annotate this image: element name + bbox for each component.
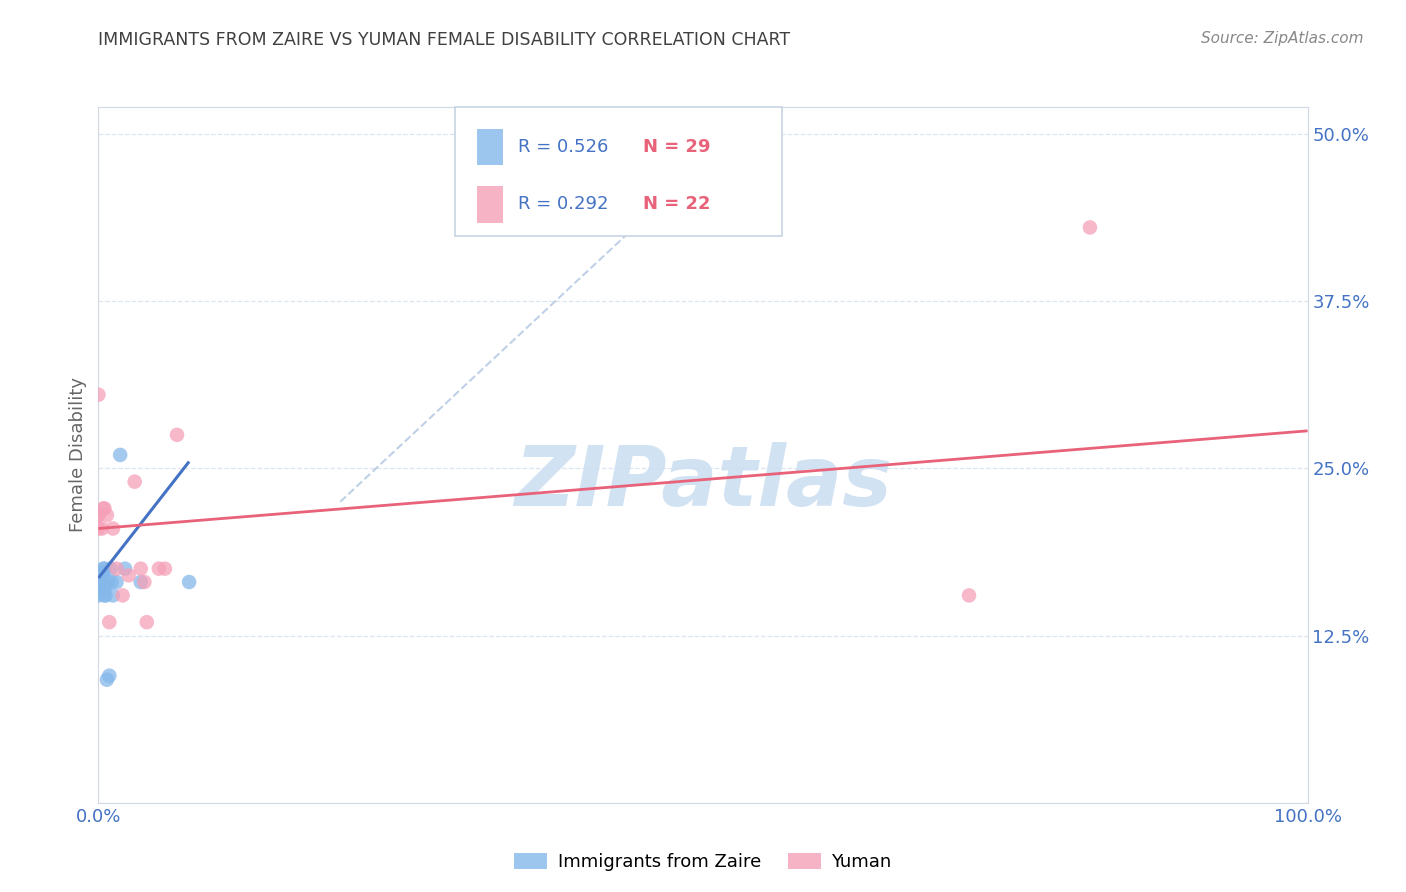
Point bbox=[108, 448, 131, 462]
Point bbox=[87, 578, 110, 592]
FancyBboxPatch shape bbox=[477, 128, 503, 165]
Point bbox=[100, 575, 122, 590]
Point bbox=[118, 568, 141, 582]
FancyBboxPatch shape bbox=[477, 186, 503, 222]
Point bbox=[94, 589, 117, 603]
Point bbox=[91, 566, 114, 580]
Text: ZIPatlas: ZIPatlas bbox=[515, 442, 891, 524]
Point bbox=[957, 589, 980, 603]
Point bbox=[97, 575, 120, 590]
Y-axis label: Female Disability: Female Disability bbox=[69, 377, 87, 533]
Point bbox=[87, 521, 110, 535]
FancyBboxPatch shape bbox=[456, 107, 782, 235]
Point bbox=[87, 568, 110, 582]
Point bbox=[93, 501, 115, 516]
Point bbox=[93, 589, 115, 603]
Point bbox=[124, 475, 146, 489]
Point bbox=[87, 582, 110, 596]
Point bbox=[100, 562, 122, 576]
Point bbox=[129, 562, 152, 576]
Text: Source: ZipAtlas.com: Source: ZipAtlas.com bbox=[1201, 31, 1364, 46]
Point bbox=[87, 579, 110, 593]
Text: IMMIGRANTS FROM ZAIRE VS YUMAN FEMALE DISABILITY CORRELATION CHART: IMMIGRANTS FROM ZAIRE VS YUMAN FEMALE DI… bbox=[98, 31, 790, 49]
Point bbox=[153, 562, 176, 576]
Point bbox=[91, 566, 114, 580]
Point bbox=[87, 388, 110, 402]
Point bbox=[101, 521, 124, 535]
Point bbox=[148, 562, 170, 576]
Point bbox=[177, 575, 201, 590]
Point bbox=[105, 575, 128, 590]
Point bbox=[87, 589, 110, 603]
Point bbox=[129, 575, 152, 590]
Point bbox=[96, 508, 118, 523]
Point bbox=[105, 562, 128, 576]
Point bbox=[98, 615, 121, 630]
Point bbox=[135, 615, 157, 630]
Point bbox=[96, 673, 118, 687]
Point bbox=[91, 501, 114, 516]
Point bbox=[87, 508, 110, 523]
Point bbox=[87, 571, 110, 585]
Point bbox=[93, 562, 115, 576]
Point bbox=[87, 575, 110, 590]
Point bbox=[87, 508, 110, 523]
Point bbox=[1078, 220, 1101, 235]
Point bbox=[101, 589, 124, 603]
Text: N = 22: N = 22 bbox=[643, 195, 710, 213]
Text: R = 0.526: R = 0.526 bbox=[517, 137, 609, 156]
Text: R = 0.292: R = 0.292 bbox=[517, 195, 609, 213]
Point bbox=[87, 568, 110, 582]
Text: N = 29: N = 29 bbox=[643, 137, 710, 156]
Point bbox=[134, 575, 156, 590]
Point bbox=[94, 579, 117, 593]
Legend: Immigrants from Zaire, Yuman: Immigrants from Zaire, Yuman bbox=[508, 846, 898, 879]
Point bbox=[91, 521, 114, 535]
Point bbox=[111, 589, 134, 603]
Point bbox=[87, 575, 110, 590]
Point bbox=[166, 428, 188, 442]
Point bbox=[87, 582, 110, 596]
Point bbox=[98, 669, 121, 683]
Point bbox=[91, 568, 114, 582]
Point bbox=[91, 562, 114, 576]
Point bbox=[114, 562, 136, 576]
